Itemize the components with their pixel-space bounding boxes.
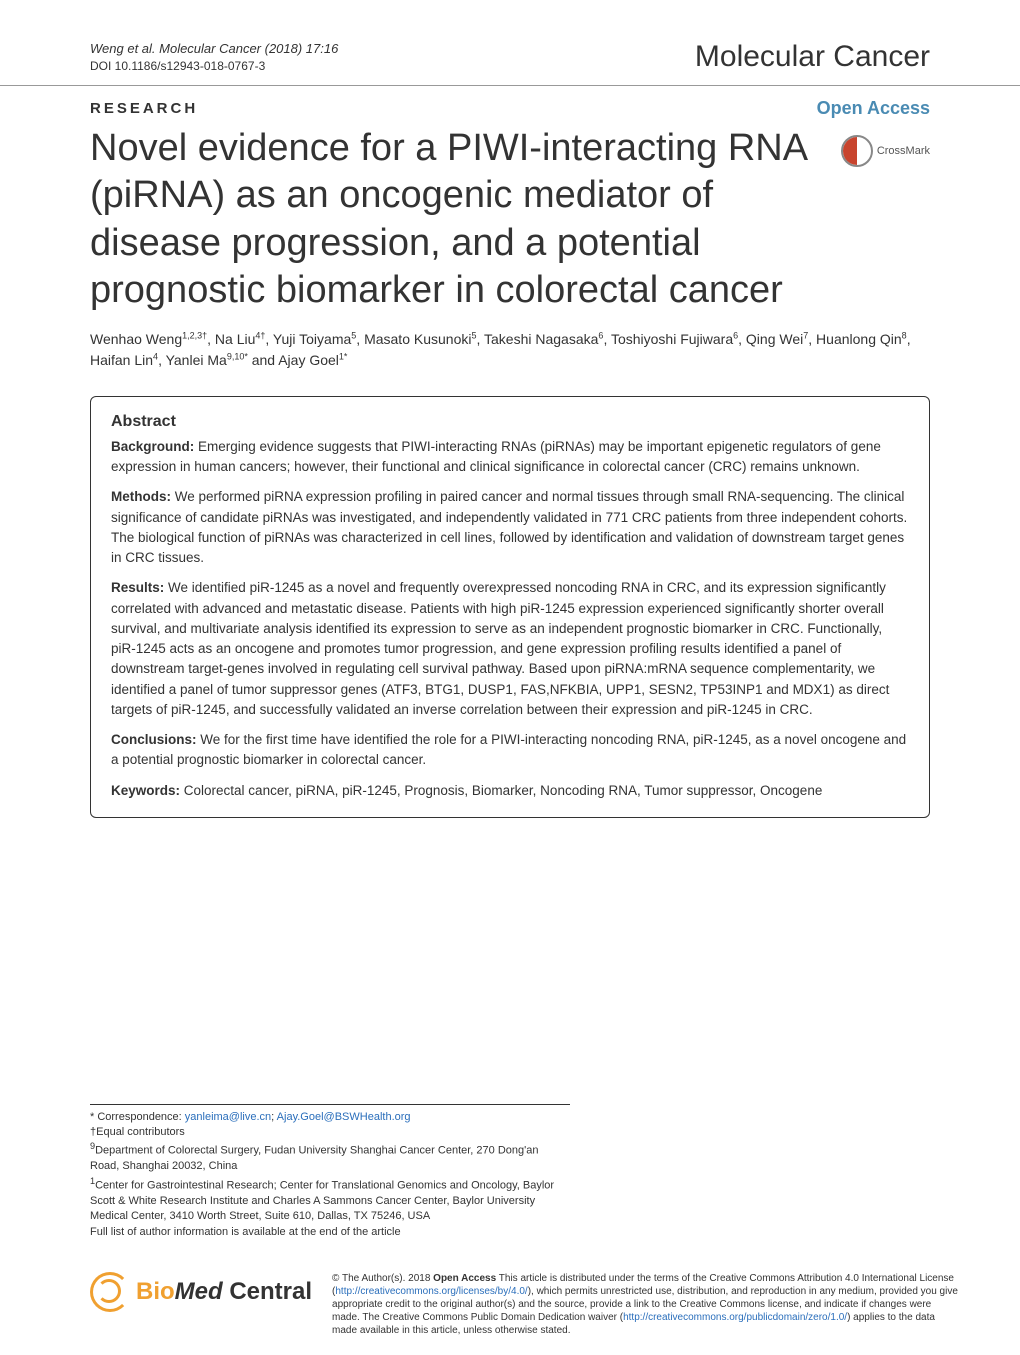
license-text: © The Author(s). 2018 Open Access This a… <box>332 1272 960 1337</box>
abstract-conclusions: Conclusions: We for the first time have … <box>111 730 909 771</box>
correspondence-line: * Correspondence: yanleima@live.cn; Ajay… <box>90 1110 570 1125</box>
logo-bio: Bio <box>136 1278 175 1305</box>
header-bar: Weng et al. Molecular Cancer (2018) 17:1… <box>0 0 1020 86</box>
methods-label: Methods: <box>111 489 171 504</box>
keywords-label: Keywords: <box>111 783 180 798</box>
page-container: Weng et al. Molecular Cancer (2018) 17:1… <box>0 0 1020 1355</box>
background-label: Background: <box>111 439 194 454</box>
corr-email-2[interactable]: Ajay.Goel@BSWHealth.org <box>277 1111 411 1123</box>
methods-text: We performed piRNA expression profiling … <box>111 489 907 565</box>
title-block: Novel evidence for a PIWI-interacting RN… <box>0 125 1020 315</box>
correspondence-footer: * Correspondence: yanleima@live.cn; Ajay… <box>90 1104 570 1240</box>
license-open-access: Open Access <box>433 1273 496 1284</box>
logo-med: Med <box>175 1278 223 1305</box>
crossmark-badge[interactable]: CrossMark <box>841 135 930 167</box>
research-label: RESEARCH <box>90 100 198 117</box>
authors-line: Wenhao Weng1,2,3†, Na Liu4†, Yuji Toiyam… <box>0 315 1020 371</box>
article-title: Novel evidence for a PIWI-interacting RN… <box>90 125 821 315</box>
biomed-central-logo: BioMed Central <box>90 1272 312 1312</box>
abstract-results: Results: We identified piR-1245 as a nov… <box>111 578 909 720</box>
abstract-heading: Abstract <box>111 413 909 431</box>
abstract-methods: Methods: We performed piRNA expression p… <box>111 487 909 568</box>
citation-line: Weng et al. Molecular Cancer (2018) 17:1… <box>90 40 338 58</box>
license-link-2[interactable]: http://creativecommons.org/publicdomain/… <box>623 1312 847 1323</box>
license-bar: BioMed Central © The Author(s). 2018 Ope… <box>90 1272 960 1337</box>
conclusions-text: We for the first time have identified th… <box>111 732 906 767</box>
abstract-box: Abstract Background: Emerging evidence s… <box>90 396 930 818</box>
bmc-swirl-icon <box>90 1272 130 1312</box>
header-citation-block: Weng et al. Molecular Cancer (2018) 17:1… <box>90 40 338 75</box>
keywords-text: Colorectal cancer, piRNA, piR-1245, Prog… <box>180 783 822 798</box>
crossmark-icon <box>841 135 873 167</box>
affiliation-9: 9Department of Colorectal Surgery, Fudan… <box>90 1140 570 1174</box>
logo-central: Central <box>223 1278 312 1305</box>
conclusions-label: Conclusions: <box>111 732 197 747</box>
doi-line: DOI 10.1186/s12943-018-0767-3 <box>90 58 338 75</box>
background-text: Emerging evidence suggests that PIWI-int… <box>111 439 881 474</box>
crossmark-label: CrossMark <box>877 145 930 157</box>
section-bar: RESEARCH Open Access <box>0 86 1020 125</box>
corr-label: * Correspondence: <box>90 1111 185 1123</box>
results-text: We identified piR-1245 as a novel and fr… <box>111 580 889 717</box>
affiliation-1: 1Center for Gastrointestinal Research; C… <box>90 1175 570 1225</box>
journal-title: Molecular Cancer <box>695 40 930 74</box>
license-prefix: © The Author(s). 2018 <box>332 1273 433 1284</box>
abstract-background: Background: Emerging evidence suggests t… <box>111 437 909 478</box>
open-access-label: Open Access <box>817 98 930 119</box>
results-label: Results: <box>111 580 164 595</box>
abstract-keywords: Keywords: Colorectal cancer, piRNA, piR-… <box>111 781 909 801</box>
corr-email-1[interactable]: yanleima@live.cn <box>185 1111 271 1123</box>
full-author-list-note: Full list of author information is avail… <box>90 1225 570 1240</box>
equal-contributors: †Equal contributors <box>90 1125 570 1140</box>
license-link-1[interactable]: http://creativecommons.org/licenses/by/4… <box>335 1286 527 1297</box>
